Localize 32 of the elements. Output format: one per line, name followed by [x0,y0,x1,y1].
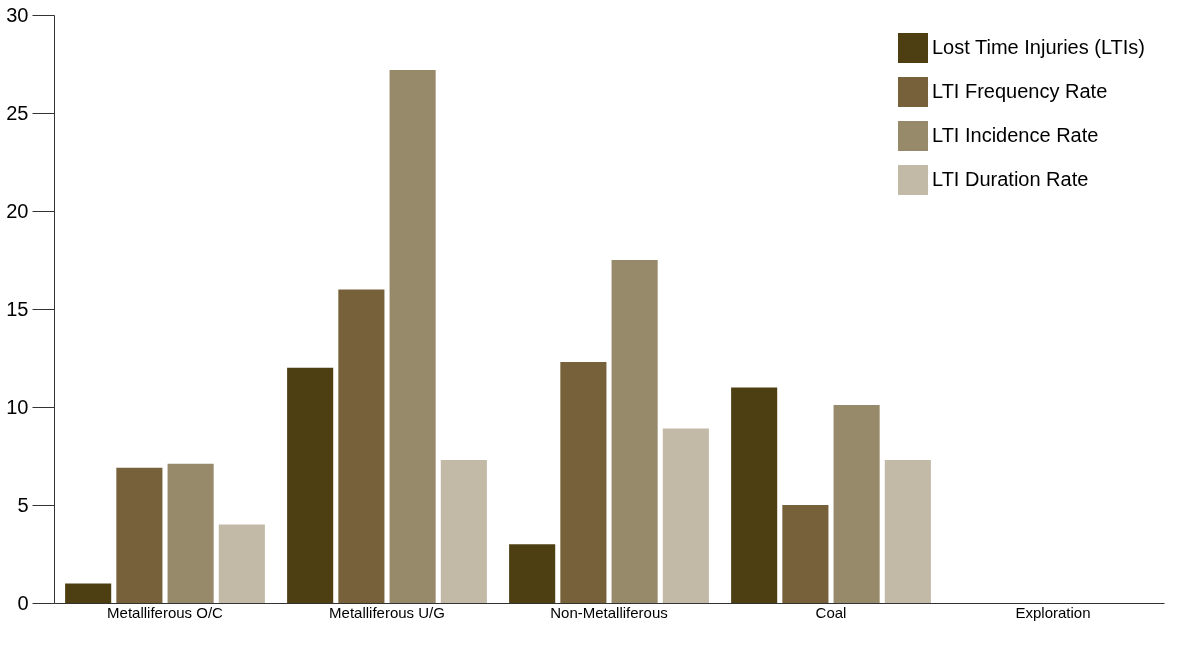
x-tick-label: Metalliferous O/C [107,603,224,621]
bar [782,505,829,603]
y-tick-label: 10 [6,395,29,418]
bar [65,583,112,603]
bar [509,544,556,603]
legend-label: LTI Duration Rate [932,168,1089,190]
x-tick-label: Metalliferous U/G [329,603,445,621]
y-tick-label: 25 [6,101,29,124]
y-tick-label: 5 [17,493,29,516]
legend-label: Lost Time Injuries (LTIs) [932,36,1146,58]
legend-label: LTI Incidence Rate [932,124,1099,146]
legend-label: LTI Frequency Rate [932,80,1108,102]
x-tick-label: Exploration [1015,603,1091,621]
bar [218,524,265,603]
bar [389,69,436,603]
bar [287,367,334,603]
bar [167,463,214,603]
y-tick-label: 20 [6,199,29,222]
bar [611,260,658,603]
bar [884,459,931,603]
x-tick-label: Non-Metalliferous [550,603,668,621]
bar [560,361,607,603]
y-tick-label: 30 [6,3,29,26]
bar [731,387,778,603]
x-tick-label: Coal [815,603,847,621]
bar [116,467,163,603]
y-tick-label: 15 [6,297,29,320]
bar [338,289,385,603]
bar [440,459,487,603]
y-tick-label: 0 [17,591,29,614]
bar [662,428,709,603]
bar [833,405,880,603]
